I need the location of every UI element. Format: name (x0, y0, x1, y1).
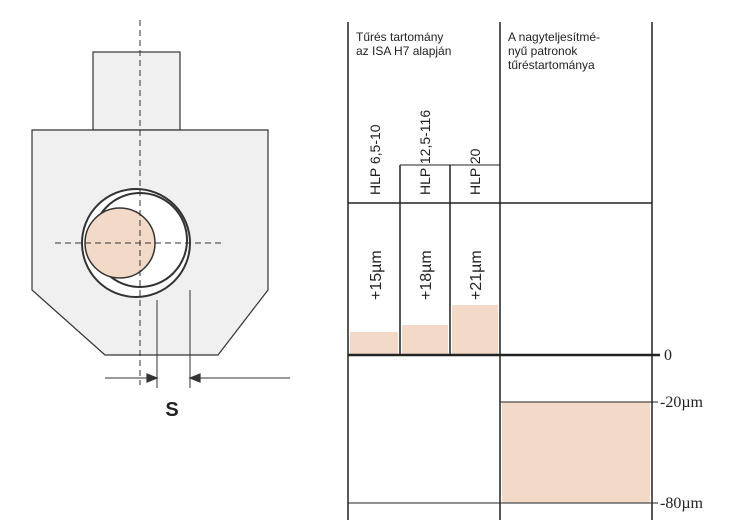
arrow-head (188, 373, 201, 383)
header-text: Tűrés tartomány (356, 30, 443, 44)
tolerance-label: +18µm (418, 250, 435, 300)
tolerance-label: +21µm (468, 250, 485, 300)
tolerance-bar (402, 325, 448, 355)
tool-drawing (31, 20, 290, 388)
scale-label: 0 (664, 347, 672, 364)
dimension-label: S (165, 399, 178, 421)
header-text: az ISA H7 alapján (356, 44, 451, 58)
column-label: HLP 12,5-116 (417, 110, 433, 195)
header-text: tűréstartománya (508, 58, 595, 72)
column-label: HLP 20 (467, 148, 483, 195)
header-text: nyű patronok (508, 44, 578, 58)
tolerance-bar (502, 402, 650, 503)
arrow-head (146, 373, 159, 383)
tolerance-bar (350, 332, 398, 355)
header-text: A nagyteljesítmé- (508, 30, 600, 44)
shank (92, 51, 181, 131)
column-label: HLP 6,5-10 (367, 124, 383, 195)
tolerance-label: +15µm (368, 250, 385, 300)
scale-label: -80µm (660, 495, 704, 512)
tolerance-bar (452, 305, 498, 355)
tolerance-table (347, 22, 660, 520)
scale-label: -20µm (660, 394, 704, 411)
